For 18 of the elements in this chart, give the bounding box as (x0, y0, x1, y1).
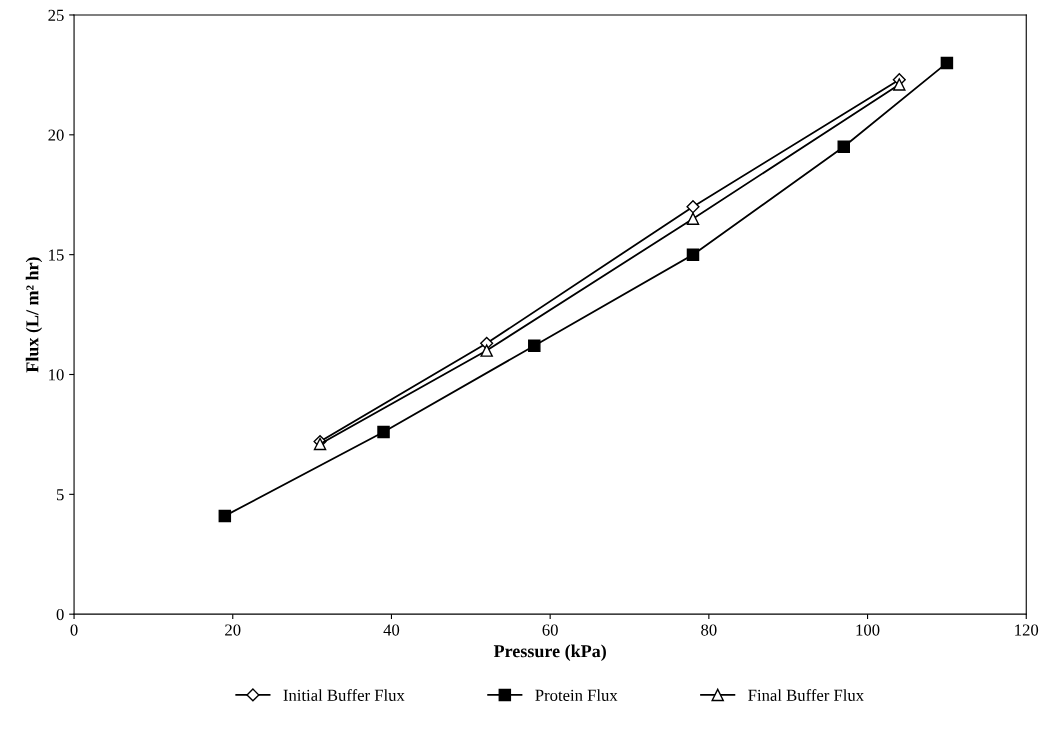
legend-label: Final Buffer Flux (748, 689, 864, 701)
y-tick-label: 0 (56, 608, 64, 621)
y-tick-label: 20 (48, 129, 64, 141)
y-tick-label: 5 (56, 489, 64, 501)
y-axis-title: Flux (L/ m² hr) (25, 257, 43, 373)
y-tick-label: 25 (48, 9, 64, 21)
x-tick-label: 100 (856, 624, 880, 636)
x-tick-label: 120 (1015, 624, 1039, 636)
x-tick-label: 60 (542, 624, 558, 636)
x-axis-title: Pressure (kPa) (493, 644, 606, 661)
x-tick-label: 40 (383, 624, 400, 636)
legend-label: Protein Flux (535, 689, 618, 701)
x-tick-label: 80 (701, 624, 717, 636)
x-tick-label: 20 (225, 624, 241, 636)
legend-label: Initial Buffer Flux (283, 689, 405, 701)
x-tick-label: 0 (70, 624, 78, 636)
y-tick-label: 10 (49, 369, 64, 381)
y-tick-label: 15 (49, 249, 64, 261)
